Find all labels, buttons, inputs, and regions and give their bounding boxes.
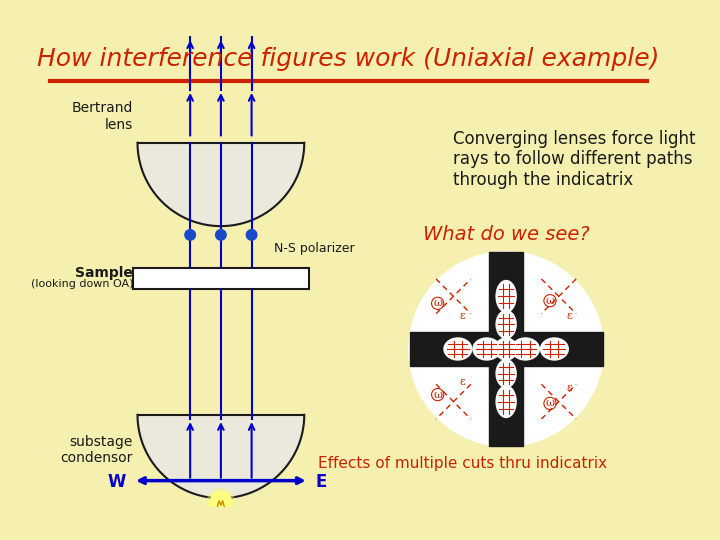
Text: ω: ω	[546, 399, 554, 408]
Text: How interference figures work (Uniaxial example): How interference figures work (Uniaxial …	[37, 48, 660, 71]
Text: What do we see?: What do we see?	[423, 225, 590, 245]
Bar	[133, 268, 309, 289]
Circle shape	[207, 489, 235, 517]
Text: ε: ε	[567, 310, 572, 321]
Text: N-S polarizer: N-S polarizer	[274, 241, 354, 254]
Text: substage
condensor: substage condensor	[60, 435, 133, 465]
Circle shape	[246, 230, 257, 240]
Text: Sample: Sample	[76, 266, 133, 280]
Circle shape	[185, 230, 195, 240]
Ellipse shape	[497, 386, 516, 417]
Circle shape	[215, 230, 226, 240]
Ellipse shape	[497, 281, 516, 312]
Text: ε: ε	[567, 383, 572, 394]
Circle shape	[210, 492, 231, 513]
Text: ω: ω	[433, 390, 442, 400]
Ellipse shape	[497, 360, 516, 387]
Text: ε: ε	[459, 377, 465, 387]
Text: ω: ω	[433, 299, 442, 308]
Ellipse shape	[473, 339, 500, 360]
Bar	[490, 252, 523, 446]
Ellipse shape	[444, 339, 472, 360]
Text: Effects of multiple cuts thru indicatrix: Effects of multiple cuts thru indicatrix	[318, 456, 607, 470]
Text: ε: ε	[459, 310, 465, 321]
Text: W: W	[108, 474, 126, 491]
Ellipse shape	[541, 339, 568, 360]
Text: E: E	[315, 474, 327, 491]
Circle shape	[410, 252, 603, 446]
Ellipse shape	[512, 339, 539, 360]
Ellipse shape	[497, 311, 516, 338]
Text: ω: ω	[546, 296, 554, 306]
Text: (looking down OA): (looking down OA)	[31, 279, 133, 289]
Text: Converging lenses force light
rays to follow different paths
through the indicat: Converging lenses force light rays to fo…	[454, 130, 696, 189]
Bar	[410, 332, 603, 366]
Text: Bertrand
lens: Bertrand lens	[72, 102, 133, 132]
Ellipse shape	[495, 339, 517, 360]
